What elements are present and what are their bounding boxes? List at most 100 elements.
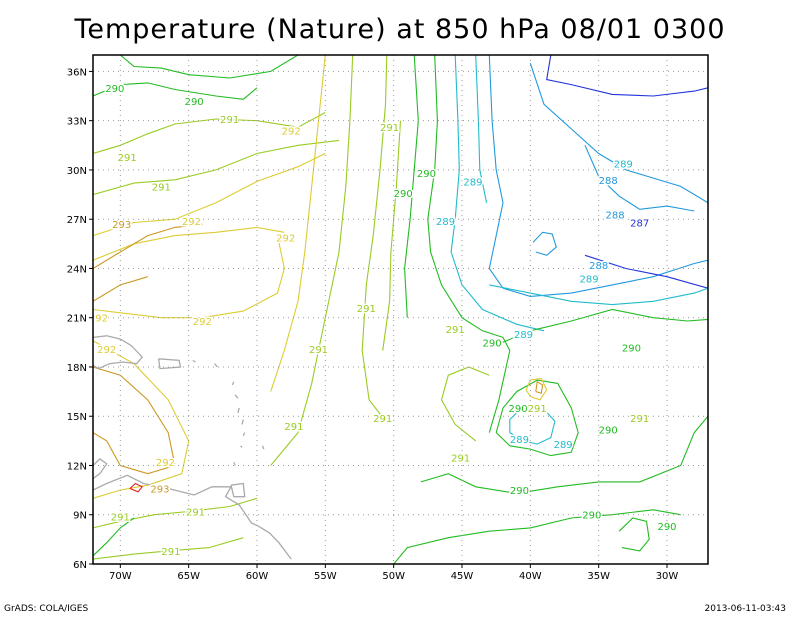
x-tick-label: 60W xyxy=(246,571,269,582)
y-tick-label: 12N xyxy=(67,461,87,472)
coastline xyxy=(230,482,246,498)
coastline-layer xyxy=(93,335,292,560)
contour-line xyxy=(427,55,511,433)
contour-label: 292 xyxy=(156,458,175,469)
contour-label: 290 xyxy=(599,425,618,436)
coastline xyxy=(237,407,240,414)
coastline xyxy=(241,419,244,425)
coastline xyxy=(240,445,243,448)
contour-line xyxy=(93,235,285,319)
contour-label: 287 xyxy=(630,218,649,229)
contour-label: 293 xyxy=(150,484,169,495)
contour-label: 290 xyxy=(185,97,204,108)
contour-line xyxy=(450,55,545,332)
contour-line xyxy=(584,254,708,289)
contour-line xyxy=(93,366,176,475)
contour-label: 291 xyxy=(284,422,303,433)
x-tick-label: 70W xyxy=(109,571,132,582)
coastline xyxy=(214,363,218,368)
contour-label: 291 xyxy=(152,182,171,193)
contour-line xyxy=(382,120,402,351)
contour-label: 292 xyxy=(282,127,301,138)
coastline xyxy=(93,335,144,370)
coastline xyxy=(231,381,235,386)
contour-line xyxy=(404,55,419,318)
coastline xyxy=(233,461,236,466)
contour-line xyxy=(584,145,695,212)
contour-label: 292 xyxy=(89,314,108,325)
coastline xyxy=(261,445,265,450)
contour-label: 289 xyxy=(463,177,482,188)
contour-label: 290 xyxy=(417,169,436,180)
y-tick-label: 30N xyxy=(67,166,87,177)
y-tick-label: 27N xyxy=(67,215,87,226)
contour-line xyxy=(502,308,708,343)
coastline xyxy=(157,358,182,370)
contour-label: 290 xyxy=(508,404,527,415)
contour-line xyxy=(93,82,258,100)
contour-label: 292 xyxy=(97,345,116,356)
contour-line xyxy=(129,482,144,493)
contour-label: 289 xyxy=(614,159,633,170)
contour-label: 290 xyxy=(582,511,601,522)
contour-label: 291 xyxy=(373,414,392,425)
x-tick-label: 50W xyxy=(382,571,405,582)
contour-label: 291 xyxy=(111,512,130,523)
grid-layer xyxy=(93,55,708,564)
contour-label: 292 xyxy=(276,233,295,244)
coastline xyxy=(234,394,239,399)
contour-line xyxy=(393,509,681,564)
contour-label: 291 xyxy=(357,304,376,315)
x-tick-label: 30W xyxy=(656,571,679,582)
y-tick-label: 33N xyxy=(67,117,87,128)
contour-line xyxy=(546,55,708,97)
contour-label: 290 xyxy=(483,338,502,349)
contour-line xyxy=(618,517,650,552)
y-tick-label: 6N xyxy=(73,560,87,571)
contour-label: 291 xyxy=(446,325,465,336)
contour-label: 291 xyxy=(220,115,239,126)
contour-label: 291 xyxy=(451,453,470,464)
contour-line xyxy=(509,405,556,445)
contour-label: 290 xyxy=(105,84,124,95)
contour-label: 291 xyxy=(380,123,399,134)
contour-label: 288 xyxy=(589,261,608,272)
contour-label: 292 xyxy=(182,217,201,228)
x-tick-label: 55W xyxy=(314,571,337,582)
contour-label: 289 xyxy=(514,330,533,341)
contour-line xyxy=(529,63,708,204)
contour-label: 290 xyxy=(657,522,676,533)
x-tick-label: 35W xyxy=(587,571,610,582)
contour-line xyxy=(93,497,258,529)
contour-label: 289 xyxy=(436,217,455,228)
contour-label: 291 xyxy=(528,404,547,415)
contour-label: 288 xyxy=(599,176,618,187)
y-tick-label: 9N xyxy=(73,511,87,522)
contour-line xyxy=(489,284,708,306)
x-tick-label: 40W xyxy=(519,571,542,582)
contour-label: 291 xyxy=(118,153,137,164)
footer-credit: GrADS: COLA/IGES xyxy=(4,604,89,614)
contour-line xyxy=(440,366,490,442)
contour-line xyxy=(361,55,388,424)
contour-label: 288 xyxy=(606,210,625,221)
plot-frame xyxy=(92,54,709,565)
coastline xyxy=(192,359,196,363)
x-tick-label: 65W xyxy=(177,571,200,582)
contour-label: 290 xyxy=(622,343,641,354)
contour-label: 291 xyxy=(309,345,328,356)
contour-layer xyxy=(93,55,708,564)
contour-line xyxy=(535,380,544,394)
coastline xyxy=(242,432,246,437)
axis-tick-layer: 36N 33N 30N 27N 24N 21N 18N 15N 12N 9N 6N 70W 65W 60W… xyxy=(67,67,679,582)
contour-line xyxy=(93,139,340,196)
contour-label: 290 xyxy=(510,486,529,497)
contour-line xyxy=(93,112,326,155)
contour-label: 289 xyxy=(510,435,529,446)
contour-label: 291 xyxy=(630,414,649,425)
contour-line xyxy=(93,226,285,261)
contour-line xyxy=(93,153,326,237)
y-tick-label: 18N xyxy=(67,363,87,374)
